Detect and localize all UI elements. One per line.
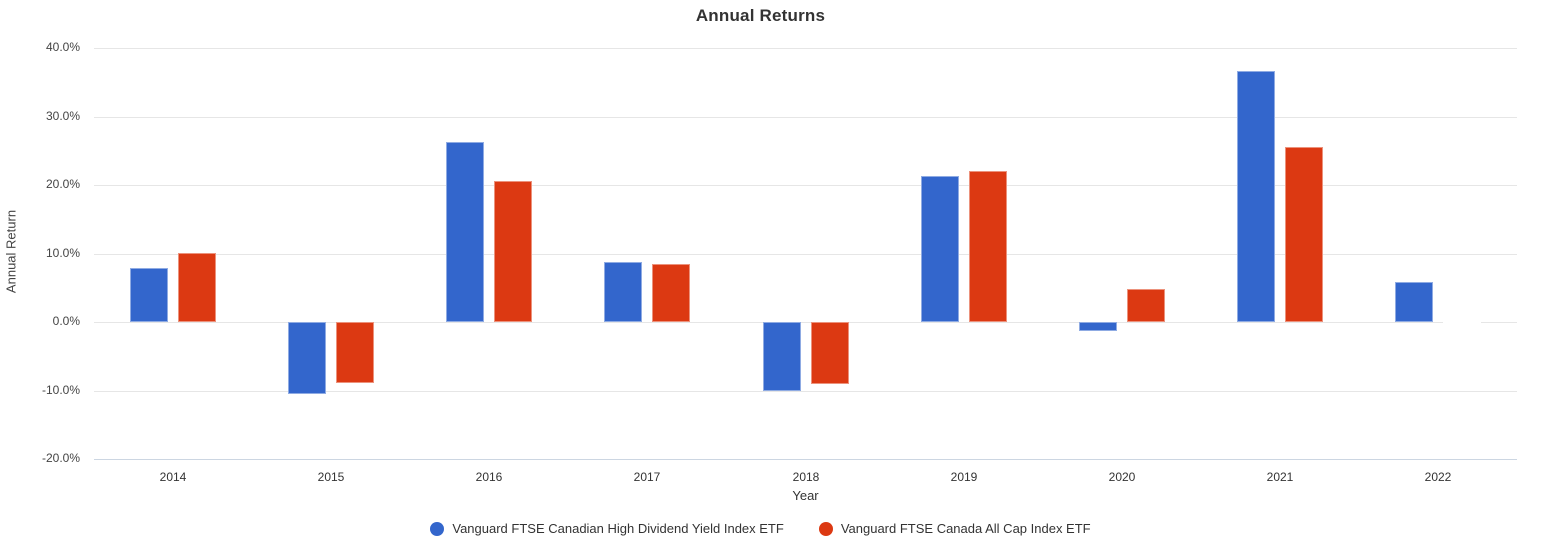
y-tick-label: 0.0% xyxy=(52,314,80,328)
bar-series2-2017[interactable] xyxy=(652,264,690,322)
legend-item-label: Vanguard FTSE Canadian High Dividend Yie… xyxy=(452,521,784,536)
bar-series2-2014[interactable] xyxy=(178,253,216,322)
legend-marker-circle-icon xyxy=(818,521,833,536)
y-tick-label: 10.0% xyxy=(45,246,80,260)
gridline-0 xyxy=(94,322,1517,323)
gridline-10 xyxy=(94,254,1517,255)
y-tick-label: -10.0% xyxy=(41,383,80,397)
gridline-30 xyxy=(94,117,1517,118)
bar-series1-2022[interactable] xyxy=(1395,282,1433,322)
bar-series1-2014[interactable] xyxy=(130,268,168,322)
gridline-20 xyxy=(94,185,1517,186)
x-tick-2018: 2018 xyxy=(792,470,820,484)
legend-item-label: Vanguard FTSE Canada All Cap Index ETF xyxy=(840,521,1091,536)
y-tick-label: 20.0% xyxy=(45,177,80,191)
x-tick-2020: 2020 xyxy=(1108,470,1136,484)
bar-series1-2021[interactable] xyxy=(1237,71,1275,322)
x-tick-2021: 2021 xyxy=(1266,470,1294,484)
x-tick-2016: 2016 xyxy=(475,470,503,484)
legend-item-1[interactable]: Vanguard FTSE Canadian High Dividend Yie… xyxy=(430,521,784,536)
chart-title: Annual Returns xyxy=(695,6,826,25)
bar-series2-2016[interactable] xyxy=(494,181,532,322)
bar-series1-2017[interactable] xyxy=(604,262,642,322)
x-tick-2014: 2014 xyxy=(159,470,187,484)
bar-series1-2016[interactable] xyxy=(446,142,484,322)
gridline--10 xyxy=(94,391,1517,392)
bar-series2-2018[interactable] xyxy=(811,322,849,384)
x-tick-2015: 2015 xyxy=(317,470,345,484)
bar-series2-2021[interactable] xyxy=(1285,147,1323,322)
legend: Vanguard FTSE Canadian High Dividend Yie… xyxy=(0,521,1521,536)
y-tick-label: 40.0% xyxy=(45,40,80,54)
x-tick-2022: 2022 xyxy=(1424,470,1452,484)
legend-marker-circle-icon xyxy=(430,521,445,536)
bar-series1-2018[interactable] xyxy=(763,322,801,391)
bar-series1-2019[interactable] xyxy=(921,176,959,322)
bar-series1-2020[interactable] xyxy=(1079,322,1117,331)
bar-series2-2019[interactable] xyxy=(969,171,1007,322)
bar-series2-2022[interactable] xyxy=(1443,321,1481,324)
gridline--20 xyxy=(94,459,1517,460)
gridline-40 xyxy=(94,48,1517,49)
y-tick-label: 30.0% xyxy=(45,109,80,123)
y-tick-label: -20.0% xyxy=(41,451,80,465)
legend-item-2[interactable]: Vanguard FTSE Canada All Cap Index ETF xyxy=(818,521,1091,536)
x-axis-title: Year xyxy=(792,488,819,503)
x-tick-2017: 2017 xyxy=(633,470,661,484)
bar-series2-2015[interactable] xyxy=(336,322,374,383)
bar-series2-2020[interactable] xyxy=(1127,289,1165,322)
bar-series1-2015[interactable] xyxy=(288,322,326,394)
x-tick-2019: 2019 xyxy=(950,470,978,484)
